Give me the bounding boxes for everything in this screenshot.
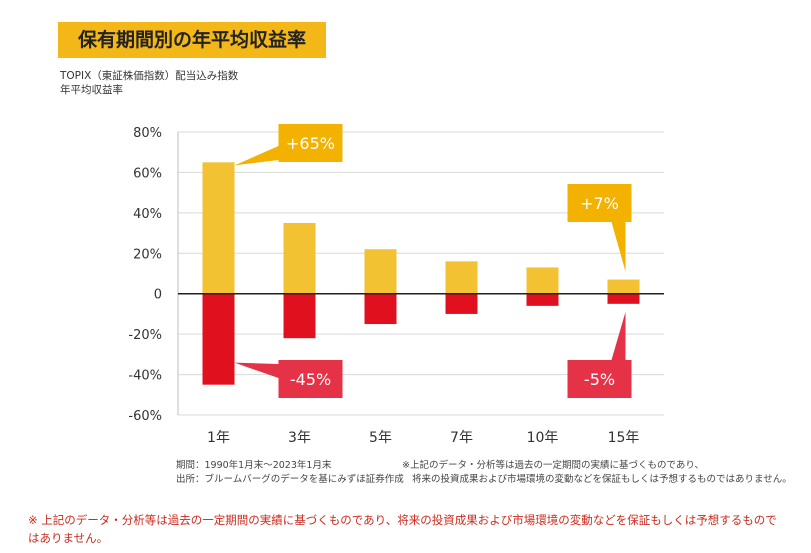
bar-negative <box>607 293 640 304</box>
y-tick-label: 80% <box>133 126 162 141</box>
data-label: +7% <box>580 194 619 213</box>
bar-positive <box>364 249 397 294</box>
x-tick-label: 5年 <box>369 430 392 446</box>
source-credit: 出所：ブルームバーグのデータを基にみずほ証券作成 <box>176 474 404 485</box>
data-label: -5% <box>584 370 615 389</box>
period-note: 期間：1990年1月末～2023年1月末 <box>176 460 332 471</box>
source-note: 期間：1990年1月末～2023年1月末 出所：ブルームバーグのデータを基にみず… <box>176 459 404 487</box>
bar-positive <box>283 222 316 294</box>
disclaimer-line-2: 将来の投資成果および市場環境の変動などを保証もしくは予想するものではありません。 <box>412 474 792 485</box>
y-tick-label: -20% <box>128 328 162 343</box>
y-tick-label: 40% <box>133 207 162 222</box>
bar-negative <box>364 293 397 325</box>
y-tick-label: 20% <box>133 247 162 262</box>
disclaimer-line-1: ※上記のデータ・分析等は過去の一定期間の実績に基づくものであり、 <box>402 460 704 471</box>
callout-positive <box>567 184 632 222</box>
bar-negative <box>445 293 478 314</box>
chart-subtitle-metric: 年平均収益率 <box>60 84 123 96</box>
callout-pointer <box>611 311 626 360</box>
callout-pointer <box>611 222 626 272</box>
y-tick-label: 60% <box>133 166 162 181</box>
y-tick-label: -60% <box>128 409 162 424</box>
data-label: +65% <box>286 134 335 153</box>
bar-positive <box>526 267 559 294</box>
callout-positive <box>278 124 343 162</box>
data-label: -45% <box>290 370 331 389</box>
disclaimer-small: ※上記のデータ・分析等は過去の一定期間の実績に基づくものであり、 将来の投資成果… <box>402 459 792 487</box>
callout-negative <box>278 360 343 398</box>
callout-negative <box>567 360 632 398</box>
bar-positive <box>202 162 235 294</box>
x-tick-label: 10年 <box>527 430 559 446</box>
chart-subtitle: TOPIX（東証株価指数）配当込み指数 <box>60 70 239 82</box>
x-tick-label: 3年 <box>288 430 311 446</box>
disclaimer-note: ※ 上記のデータ・分析等は過去の一定期間の実績に基づくものであり、将来の投資成果… <box>28 513 777 545</box>
y-tick-label: -40% <box>128 369 162 384</box>
chart-title: 保有期間別の年平均収益率 <box>58 22 326 58</box>
y-tick-label: 0 <box>154 288 162 303</box>
x-tick-label: 15年 <box>608 430 640 446</box>
callout-pointer <box>234 146 279 166</box>
x-tick-label: 7年 <box>450 430 473 446</box>
bar-chart: 80% 60% 40% 20% 0 -20% -40% -60% 1年 3年 5年 7年 10年 15年 +… <box>128 124 664 446</box>
x-tick-label: 1年 <box>207 430 230 446</box>
bar-negative <box>202 293 235 385</box>
bar-negative <box>283 293 316 339</box>
bar-negative <box>526 293 559 306</box>
callout-pointer <box>234 362 279 378</box>
bar-positive <box>445 261 478 294</box>
bar-positive <box>607 279 640 294</box>
